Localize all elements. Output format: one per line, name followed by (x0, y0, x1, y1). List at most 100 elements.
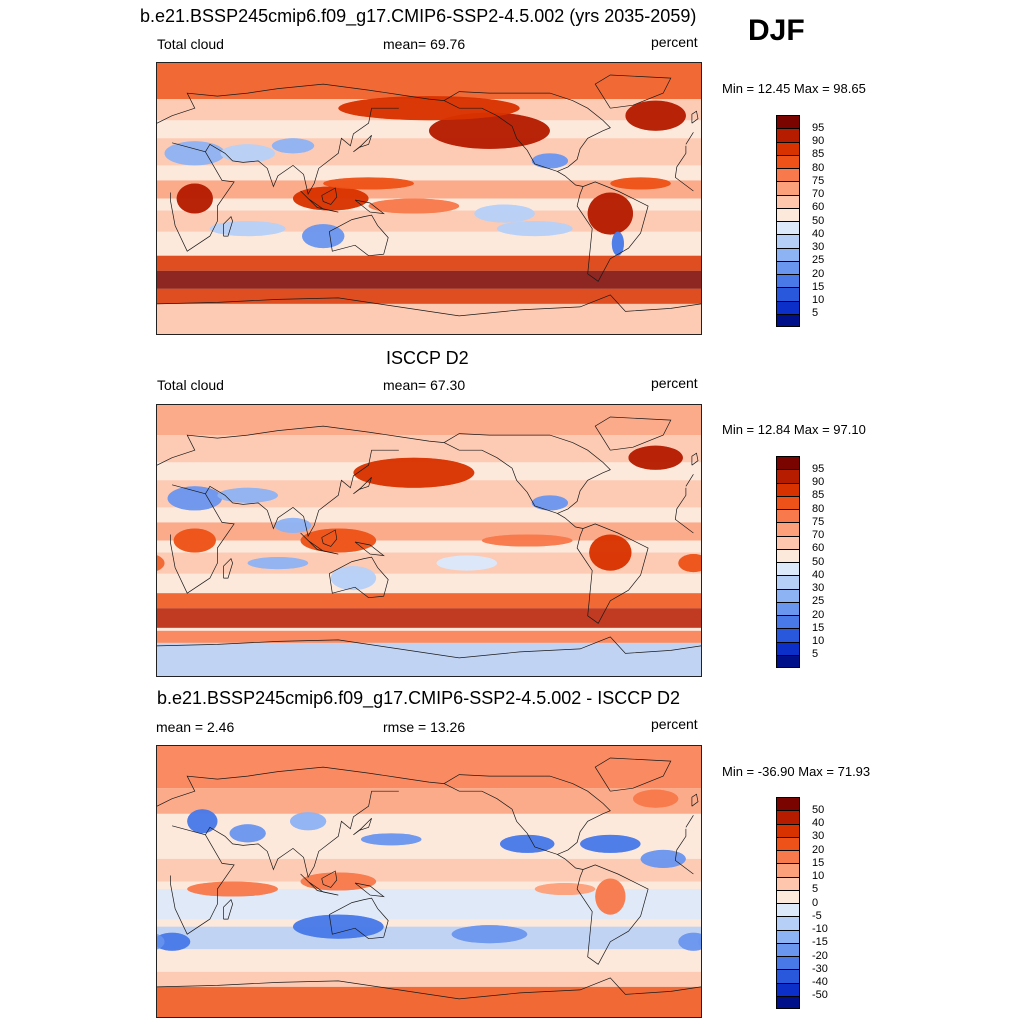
coastline (594, 74, 672, 109)
contour-blob (534, 883, 596, 896)
contour-blob (595, 878, 626, 915)
colorbar-swatch (776, 141, 800, 155)
colorbar-label: -20 (812, 949, 828, 962)
contour-blob (474, 204, 535, 223)
colorbar-label: 95 (812, 462, 825, 475)
contour-blob (587, 192, 633, 235)
contour-blob (271, 138, 315, 154)
panel-title: b.e21.BSSP245cmip6.f09_g17.CMIP6-SSP2-4.… (157, 688, 680, 708)
contour-blob (209, 221, 286, 237)
colorbar-label: 60 (812, 542, 825, 555)
colorbar-label: 15 (812, 856, 825, 869)
coastline (170, 142, 694, 252)
coastline (557, 513, 584, 529)
colorbar-label: 95 (812, 121, 825, 134)
colorbar-label: 5 (812, 307, 819, 320)
contour-blob (217, 487, 278, 503)
colorbar-swatch (776, 535, 800, 549)
colorbar-label: 15 (812, 280, 825, 293)
colorbar-swatch (776, 509, 800, 523)
colorbar-label: 15 (812, 621, 825, 634)
latitude-band (157, 552, 701, 574)
colorbar-label: 85 (812, 489, 825, 502)
contour-blob (187, 881, 278, 897)
contour-blob (625, 100, 686, 131)
panel-title: ISCCP D2 (386, 348, 469, 368)
coastline (157, 977, 701, 1000)
colorbar-swatch (776, 797, 800, 811)
contour-blob (164, 141, 225, 166)
min-max-label: Min = 12.84 Max = 97.10 (722, 422, 866, 437)
latitude-band (157, 642, 701, 676)
colorbar-swatch (776, 823, 800, 837)
colorbar-label: 20 (812, 608, 825, 621)
latitude-band (157, 405, 701, 436)
mean-label: mean= 67.30 (383, 377, 466, 393)
coastline (170, 484, 694, 594)
coastline (157, 83, 694, 145)
variable-label: Total cloud (157, 377, 224, 393)
colorbar-swatch (776, 115, 800, 129)
colorbar-label: 5 (812, 648, 819, 661)
map-plot (156, 62, 702, 335)
contour-blob (589, 534, 632, 571)
contour-blob (187, 809, 218, 834)
colorbar-swatch (776, 654, 800, 668)
coastline (691, 452, 699, 466)
colorbar-swatch (776, 495, 800, 509)
colorbar-swatch (776, 903, 800, 917)
colorbar-label: 5 (812, 883, 819, 896)
coastline (353, 818, 372, 836)
panel-title: b.e21.BSSP245cmip6.f09_g17.CMIP6-SSP2-4.… (140, 6, 697, 26)
contour-blob (330, 566, 377, 591)
colorbar-label: 80 (812, 502, 825, 515)
map-plot (156, 404, 702, 677)
colorbar-label: -30 (812, 962, 828, 975)
coastline (205, 449, 399, 537)
coastline (354, 882, 385, 898)
latitude-band (157, 608, 701, 628)
latitude-band (157, 858, 701, 882)
colorbar-label: 30 (812, 830, 825, 843)
colorbar-swatch (776, 641, 800, 655)
colorbar-swatch (776, 995, 800, 1009)
contour-blob (338, 96, 520, 121)
season-label: DJF (748, 14, 805, 47)
coastline (205, 107, 399, 195)
colorbar-swatch (776, 850, 800, 864)
contour-blob (611, 231, 624, 256)
latitude-band (157, 630, 701, 643)
colorbar-swatch (776, 482, 800, 496)
contour-blob (531, 495, 569, 511)
colorbar-swatch (776, 181, 800, 195)
latitude-band (157, 746, 701, 789)
coastline (223, 557, 233, 579)
contour-blob (157, 933, 165, 950)
latitude-band (157, 821, 701, 844)
contour-blob (289, 812, 327, 831)
colorbar-swatch (776, 575, 800, 589)
contour-blob (274, 517, 312, 533)
coastline (321, 870, 338, 888)
colorbar-label: 10 (812, 635, 825, 647)
colorbar-swatch (776, 969, 800, 983)
colorbar-swatch (776, 588, 800, 602)
coastline (157, 425, 694, 487)
colorbar-swatch (776, 168, 800, 182)
contour-blob (640, 849, 686, 868)
colorbar-label: 10 (812, 294, 825, 306)
colorbar-swatch (776, 956, 800, 970)
colorbar-label: 20 (812, 267, 825, 280)
contour-blob (361, 833, 422, 846)
colorbar-swatch (776, 522, 800, 536)
coastline (321, 187, 338, 205)
colorbar-swatch (776, 876, 800, 890)
colorbar-swatch (776, 810, 800, 824)
colorbar-label: 30 (812, 241, 825, 253)
colorbar-label: 70 (812, 188, 825, 200)
contour-blob (300, 872, 377, 891)
colorbar-label: 70 (812, 529, 825, 541)
colorbar-swatch (776, 615, 800, 629)
colorbar-label: -50 (812, 989, 828, 1002)
contour-blob (157, 932, 191, 951)
